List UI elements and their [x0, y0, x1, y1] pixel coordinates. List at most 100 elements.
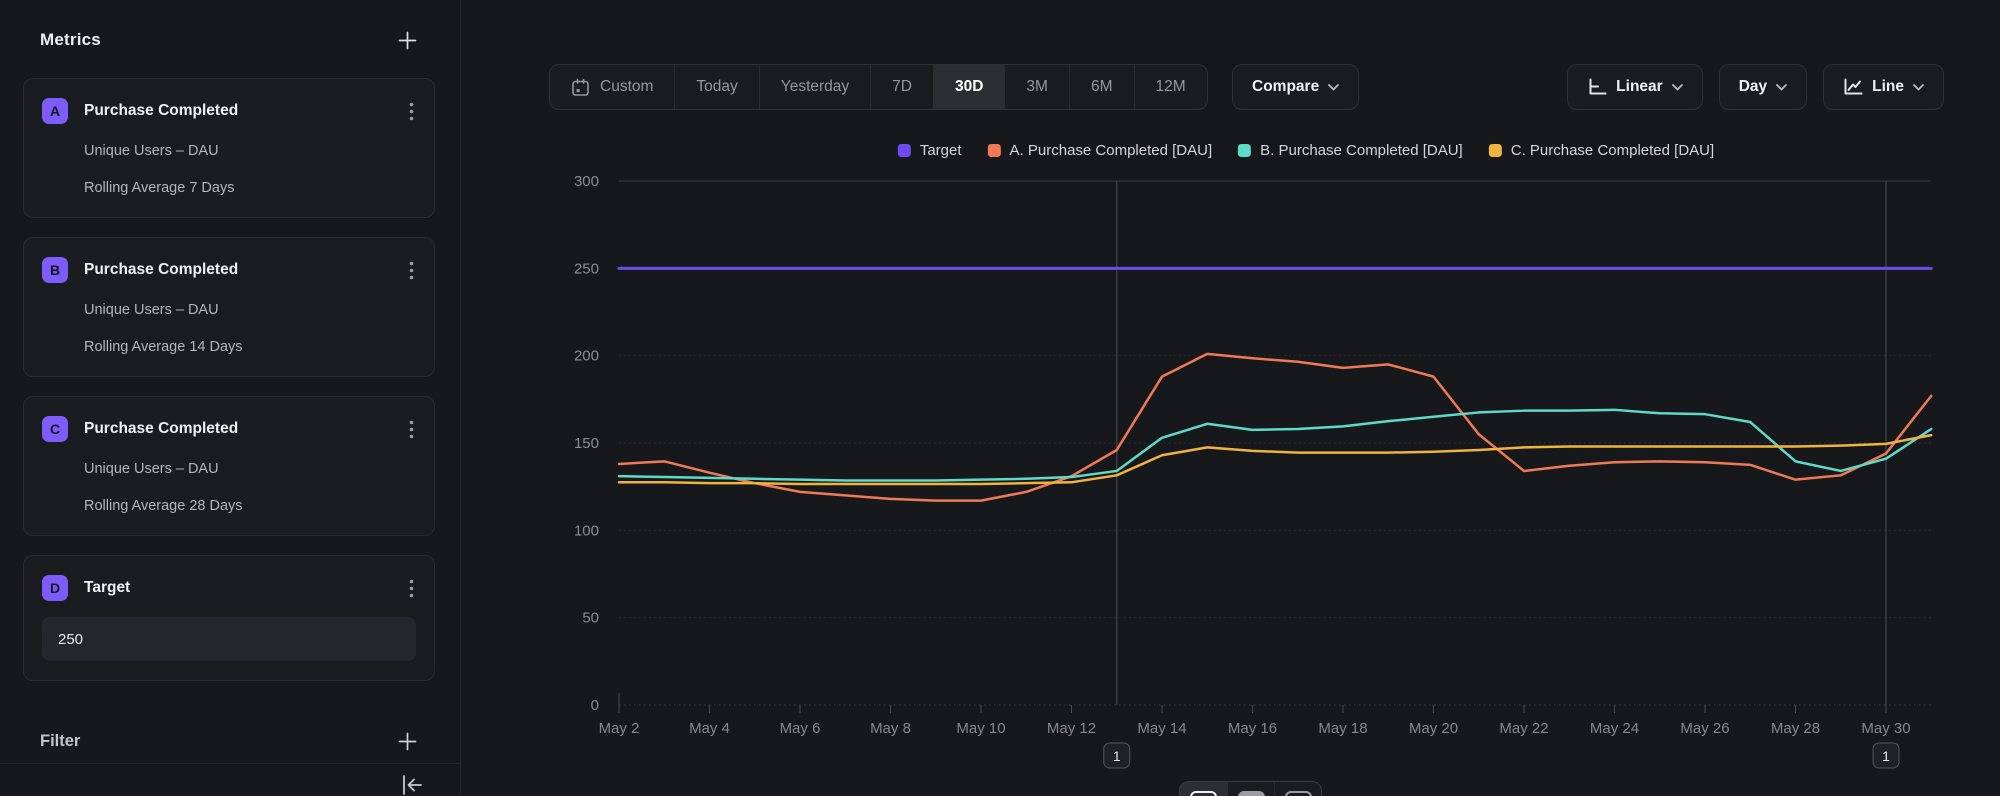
chart-view-icon [1190, 791, 1217, 796]
split-view-icon [1238, 791, 1265, 796]
sidebar-divider [0, 763, 460, 764]
plus-icon [398, 732, 417, 751]
metric-card-head: D Target [42, 575, 416, 601]
metric-card-head: A Purchase Completed [42, 98, 416, 124]
kebab-icon [409, 420, 414, 439]
chart-type-dropdown[interactable]: Line [1823, 64, 1944, 110]
target-title: Target [84, 579, 391, 597]
view-switcher [1179, 781, 1322, 796]
calendar-icon [571, 78, 590, 97]
x-axis-label: May 4 [689, 720, 730, 737]
x-axis-label: May 24 [1590, 720, 1639, 737]
range-option-label: Yesterday [781, 78, 849, 96]
range-option-today[interactable]: Today [674, 65, 758, 109]
chart-panel: Custom Today Yesterday 7D 30D 3M 6M 12M … [461, 0, 2000, 796]
x-axis-label: May 28 [1771, 720, 1820, 737]
metric-badge-d: D [42, 575, 68, 601]
x-axis-label: May 20 [1409, 720, 1458, 737]
x-axis-label: May 10 [956, 720, 1005, 737]
x-axis-label: May 26 [1680, 720, 1729, 737]
range-option-6m[interactable]: 6M [1069, 65, 1134, 109]
view-chart-option[interactable] [1180, 782, 1227, 796]
x-axis-label: May 8 [870, 720, 911, 737]
collapse-left-icon [400, 774, 424, 796]
chevron-down-icon [1913, 84, 1924, 91]
x-axis-label: May 16 [1228, 720, 1277, 737]
collapse-sidebar-button[interactable] [398, 772, 426, 796]
metrics-sidebar: Metrics A Purchase Completed Unique User… [0, 0, 461, 796]
chevron-down-icon [1672, 84, 1683, 91]
target-card[interactable]: D Target [23, 555, 435, 681]
scale-dropdown[interactable]: Linear [1567, 64, 1703, 110]
y-axis-label: 250 [574, 260, 599, 277]
svg-text:1: 1 [1882, 748, 1890, 764]
line-chart[interactable]: 0 50 100 150 200 250 300 May 2 May 4 May 6 May 8 Ma… [461, 130, 2000, 796]
chevron-down-icon [1328, 84, 1339, 91]
series-line [619, 410, 1931, 481]
metric-badge-b: B [42, 257, 68, 283]
metric-rollup-label: Rolling Average 14 Days [84, 337, 416, 357]
range-option-30d[interactable]: 30D [933, 65, 1004, 109]
metric-badge-c: C [42, 416, 68, 442]
metric-card-a[interactable]: A Purchase Completed Unique Users – DAU … [23, 78, 435, 218]
range-option-label: Custom [600, 78, 653, 96]
metric-title: Purchase Completed [84, 261, 391, 279]
range-option-yesterday[interactable]: Yesterday [759, 65, 870, 109]
annotation-badge[interactable]: 1 [1873, 743, 1899, 768]
range-option-7d[interactable]: 7D [870, 65, 933, 109]
y-axis-label: 50 [582, 610, 599, 627]
metric-menu-button[interactable] [407, 418, 416, 441]
series-line [619, 435, 1931, 484]
view-table-option[interactable] [1274, 782, 1321, 796]
x-axis-label: May 12 [1047, 720, 1096, 737]
metrics-explorer-page: { "sidebar": { "title": "Metrics", "filt… [0, 0, 2000, 796]
metric-title: Purchase Completed [84, 420, 391, 438]
range-option-label: 7D [892, 78, 912, 96]
y-axis-label: 0 [591, 697, 599, 714]
metric-measure-label: Unique Users – DAU [84, 459, 416, 479]
kebab-icon [409, 261, 414, 280]
x-axis-label: May 2 [599, 720, 640, 737]
range-option-label: 30D [955, 78, 983, 96]
metrics-title: Metrics [40, 30, 101, 50]
x-axis-label: May 18 [1318, 720, 1367, 737]
range-option-3m[interactable]: 3M [1004, 65, 1069, 109]
y-axis-label: 200 [574, 348, 599, 365]
metric-title: Purchase Completed [84, 102, 391, 120]
chevron-down-icon [1776, 84, 1787, 91]
add-metric-button[interactable] [396, 29, 419, 52]
view-split-option[interactable] [1227, 782, 1274, 796]
y-axis-label: 150 [574, 435, 599, 452]
metric-menu-button[interactable] [407, 100, 416, 123]
x-axis-label: May 22 [1499, 720, 1548, 737]
linear-axis-icon [1587, 78, 1607, 96]
x-axis-label: May 30 [1861, 720, 1910, 737]
metrics-header: Metrics [23, 26, 435, 54]
metric-menu-button[interactable] [407, 577, 416, 600]
range-option-label: 6M [1091, 78, 1113, 96]
y-axis-label: 100 [574, 522, 599, 539]
chart-settings-controls: Linear Day Line [1567, 64, 1944, 110]
table-view-icon [1285, 791, 1312, 796]
range-option-12m[interactable]: 12M [1134, 65, 1207, 109]
range-option-custom[interactable]: Custom [550, 65, 674, 109]
range-option-label: 3M [1026, 78, 1048, 96]
metric-card-b[interactable]: B Purchase Completed Unique Users – DAU … [23, 237, 435, 377]
range-option-label: 12M [1156, 78, 1186, 96]
target-value-input[interactable] [42, 617, 416, 661]
metric-card-c[interactable]: C Purchase Completed Unique Users – DAU … [23, 396, 435, 536]
compare-label: Compare [1252, 78, 1319, 96]
annotation-badge[interactable]: 1 [1104, 743, 1130, 768]
granularity-label: Day [1739, 78, 1767, 96]
x-axis-label: May 6 [780, 720, 821, 737]
y-axis-label: 300 [574, 173, 599, 190]
metric-badge-a: A [42, 98, 68, 124]
kebab-icon [409, 102, 414, 121]
metric-card-head: C Purchase Completed [42, 416, 416, 442]
metric-menu-button[interactable] [407, 259, 416, 282]
x-axis-label: May 14 [1137, 720, 1186, 737]
svg-text:1: 1 [1113, 748, 1121, 764]
granularity-dropdown[interactable]: Day [1719, 64, 1807, 110]
add-filter-button[interactable] [396, 730, 419, 753]
compare-dropdown[interactable]: Compare [1232, 64, 1359, 110]
